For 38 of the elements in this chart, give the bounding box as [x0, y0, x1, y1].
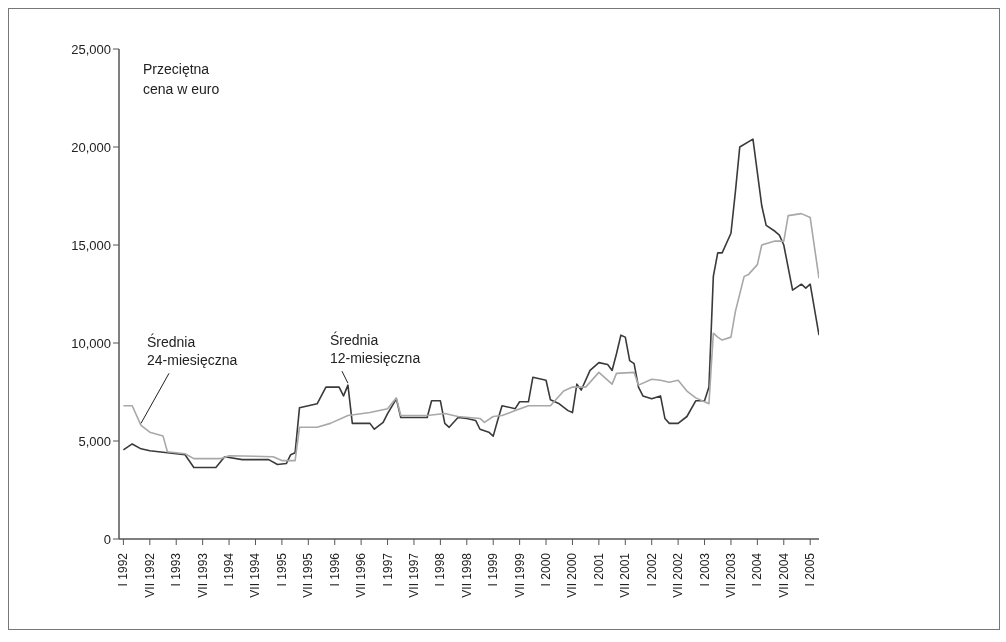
- x-tick-label: VII 2001: [618, 552, 633, 598]
- x-tick-label: I 2005: [803, 552, 818, 587]
- x-tick-label: I 2002: [644, 552, 659, 587]
- x-tick-label: I 1998: [433, 552, 448, 587]
- x-tick-label: VII 1994: [248, 552, 263, 598]
- x-tick-label: VII 1997: [406, 552, 421, 598]
- x-tick-label: VII 1995: [301, 552, 316, 598]
- x-tick-label: VII 1992: [142, 552, 157, 598]
- x-tick-label: I 2003: [697, 552, 712, 587]
- x-tick-label: I 1997: [380, 552, 395, 587]
- x-tick-label: VII 1998: [459, 552, 474, 598]
- y-tick-label: 25,000: [71, 41, 111, 57]
- y-tick-label: 15,000: [71, 237, 111, 253]
- line-series: [122, 212, 819, 462]
- x-tick-label: I 2004: [750, 552, 765, 587]
- text: Średnia 24-miesięczna: [147, 333, 238, 369]
- y-tick-label: 0: [103, 531, 111, 547]
- x-tick-label: I 1995: [274, 552, 289, 587]
- x-tick-label: I 1994: [222, 552, 237, 587]
- y-axis-title: Przeciętna cena w euro: [143, 60, 221, 99]
- y-tick-label: 20,000: [71, 139, 111, 155]
- x-tick-label: I 1996: [327, 552, 342, 587]
- x-tick-label: VII 2003: [723, 552, 738, 598]
- x-tick-label: I 2000: [539, 552, 554, 587]
- x-tick-label: VII 2000: [565, 552, 580, 598]
- x-tick-label: I 1993: [169, 552, 184, 587]
- x-tick-label: VII 2002: [671, 552, 686, 598]
- series-label: Średnia 12-miesięczna: [329, 331, 421, 367]
- line-series: [122, 138, 819, 469]
- x-tick-label: I 2001: [591, 552, 606, 587]
- y-tick-label: 5,000: [78, 433, 111, 449]
- x-tick-label: VII 1999: [512, 552, 527, 598]
- y-tick-label: 10,000: [71, 335, 111, 351]
- x-tick-label: VII 2004: [776, 552, 791, 598]
- x-tick-label: I 1999: [486, 552, 501, 587]
- x-tick-label: I 1992: [116, 552, 131, 587]
- x-tick-label: VII 1993: [195, 552, 210, 598]
- x-tick-label: VII 1996: [354, 552, 369, 598]
